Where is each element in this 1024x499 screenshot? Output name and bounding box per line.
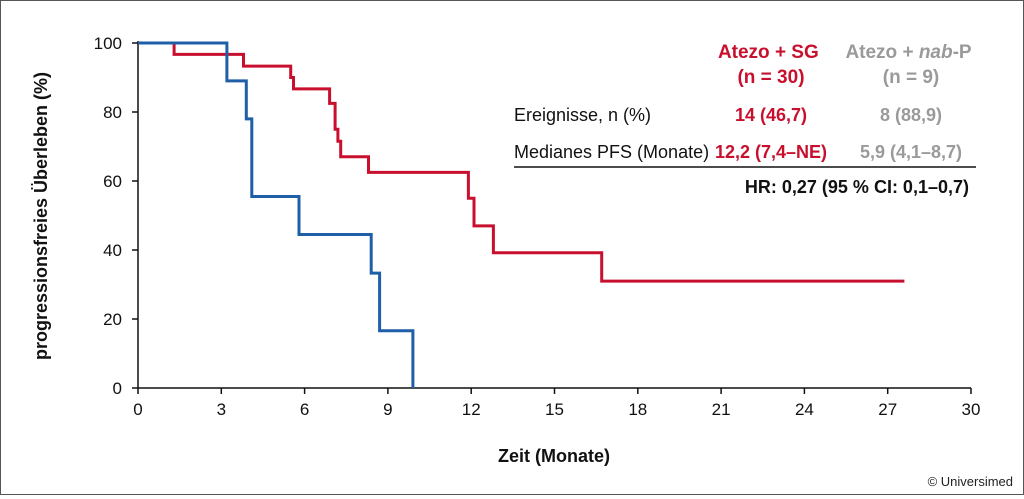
y-tick-label: 40 bbox=[103, 241, 122, 260]
y-tick-label: 0 bbox=[113, 379, 122, 398]
row1-series2: 8 (88,9) bbox=[880, 105, 942, 125]
row1-series1: 14 (46,7) bbox=[735, 105, 807, 125]
x-tick-label: 27 bbox=[878, 400, 897, 419]
x-tick-label: 21 bbox=[712, 400, 731, 419]
y-tick-label: 80 bbox=[103, 103, 122, 122]
y-tick-label: 20 bbox=[103, 310, 122, 329]
y-tick-label: 100 bbox=[94, 34, 122, 53]
x-tick-label: 24 bbox=[795, 400, 814, 419]
row2-series1: 12,2 (7,4–NE) bbox=[715, 142, 827, 162]
series2-header-italic: nab bbox=[919, 42, 953, 63]
x-tick-label: 6 bbox=[300, 400, 309, 419]
y-tick-label: 60 bbox=[103, 172, 122, 191]
row1-label: Ereignisse, n (%) bbox=[514, 105, 651, 125]
summary-table: Atezo + SG (n = 30) Atezo + nab-P (n = 9… bbox=[514, 42, 976, 197]
x-axis-title: Zeit (Monate) bbox=[498, 446, 610, 466]
x-tick-label: 9 bbox=[383, 400, 392, 419]
hazard-ratio: HR: 0,27 (95 % CI: 0,1–0,7) bbox=[745, 177, 969, 197]
series-atezo-sg-line bbox=[138, 41, 905, 283]
x-tick-label: 3 bbox=[217, 400, 226, 419]
series2-header-line2: (n = 9) bbox=[883, 67, 939, 88]
copyright: © Universimed bbox=[928, 474, 1013, 489]
y-axis-title: progressionsfreies Überleben (%) bbox=[31, 72, 51, 360]
series2-header-pre: Atezo + bbox=[845, 42, 918, 63]
x-tick-label: 0 bbox=[133, 400, 142, 419]
series1-header: Atezo + SG (n = 30) bbox=[718, 42, 824, 88]
survival-curves bbox=[138, 41, 905, 388]
x-tick-label: 18 bbox=[628, 400, 647, 419]
axes: 0 3 6 9 12 15 18 21 24 27 30 0 20 40 60 80 100 bbox=[94, 34, 981, 419]
x-tick-label: 12 bbox=[462, 400, 481, 419]
x-tick-label: 30 bbox=[962, 400, 981, 419]
series2-header: Atezo + nab-P (n = 9) bbox=[845, 42, 976, 88]
series1-header-line1: Atezo + SG bbox=[718, 42, 819, 63]
x-tick-label: 15 bbox=[545, 400, 564, 419]
row2-series2: 5,9 (4,1–8,7) bbox=[860, 142, 962, 162]
series2-header-post: -P bbox=[953, 42, 972, 63]
row2-label: Medianes PFS (Monate) bbox=[514, 142, 709, 162]
series1-header-line2: (n = 30) bbox=[737, 67, 804, 88]
series-atezo-nabp-line bbox=[138, 41, 415, 388]
